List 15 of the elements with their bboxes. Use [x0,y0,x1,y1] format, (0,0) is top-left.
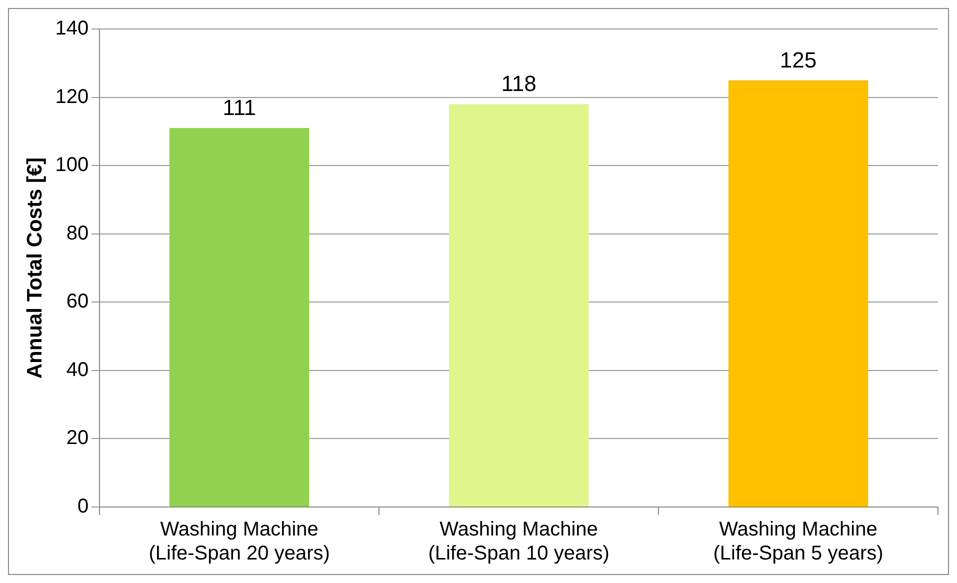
data-label: 118 [501,71,536,96]
y-tick-label: 0 [77,496,89,518]
x-tick-label: Washing Machine (Life-Span 5 years) [713,518,884,565]
y-tick-label: 40 [66,358,89,381]
data-label: 111 [222,95,256,120]
y-axis-title: Annual Total Costs [€] [23,157,46,379]
data-label: 125 [780,47,817,72]
x-tick-label: Washing Machine (Life-Span 20 years) [148,518,330,565]
y-tick-label: 20 [66,427,89,450]
y-tick-label: 140 [55,18,89,40]
y-tick-label: 120 [55,86,89,108]
y-tick-label: 60 [66,290,89,313]
x-tick-label: Washing Machine (Life-Span 10 years) [428,518,610,565]
y-tick-label: 80 [66,222,89,244]
y-tick-label: 100 [55,154,89,176]
